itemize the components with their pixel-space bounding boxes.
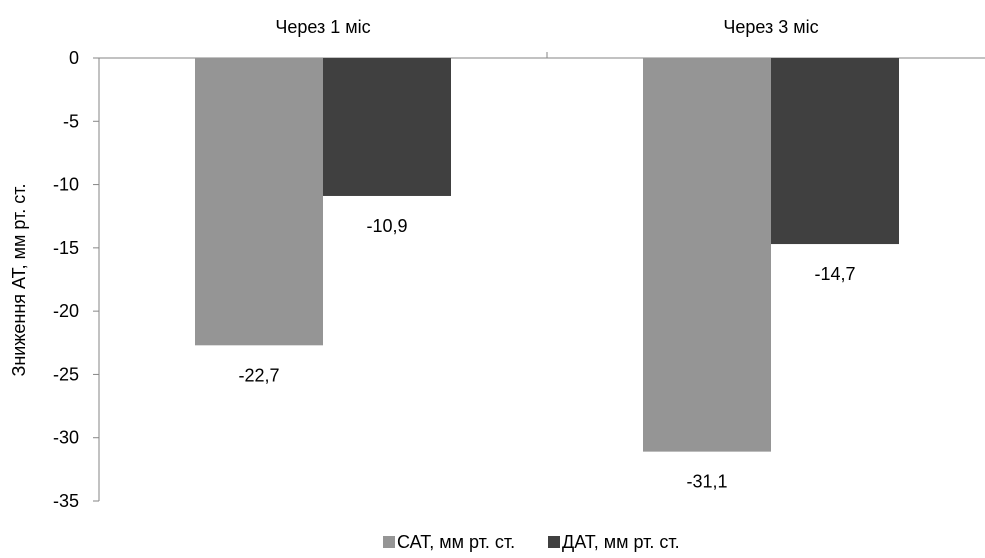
data-label: -14,7 [814, 264, 855, 284]
legend-swatch [548, 536, 560, 548]
bar [323, 58, 451, 196]
category-label: Через 1 міс [275, 17, 370, 37]
y-tick-label: -5 [63, 111, 79, 131]
bars [195, 58, 899, 452]
bar [195, 58, 323, 346]
data-label: -10,9 [366, 216, 407, 236]
legend-label: САТ, мм рт. ст. [397, 532, 515, 552]
bar [771, 58, 899, 245]
legend-label: ДАТ, мм рт. ст. [562, 532, 680, 552]
y-tick-label: -20 [53, 301, 79, 321]
y-tick-label: -30 [53, 428, 79, 448]
y-tick-label: 0 [69, 48, 79, 68]
data-labels: -22,7 -31,1 -10,9 -14,7 [238, 216, 855, 492]
data-label: -22,7 [238, 365, 279, 385]
category-label: Через 3 міс [723, 17, 818, 37]
bar [643, 58, 771, 452]
data-label: -31,1 [686, 472, 727, 492]
y-axis-title: Зниження АТ, мм рт. ст. [9, 183, 29, 376]
y-tick-label: -10 [53, 175, 79, 195]
legend-swatch [383, 536, 395, 548]
y-tick-label: -15 [53, 238, 79, 258]
legend: САТ, мм рт. ст. ДАТ, мм рт. ст. [383, 532, 680, 552]
axes: 0 -5 -10 -15 -20 -25 -30 -35 Через 1 міс Через 3 … [53, 17, 985, 511]
y-tick-label: -35 [53, 491, 79, 511]
y-tick-label: -25 [53, 364, 79, 384]
